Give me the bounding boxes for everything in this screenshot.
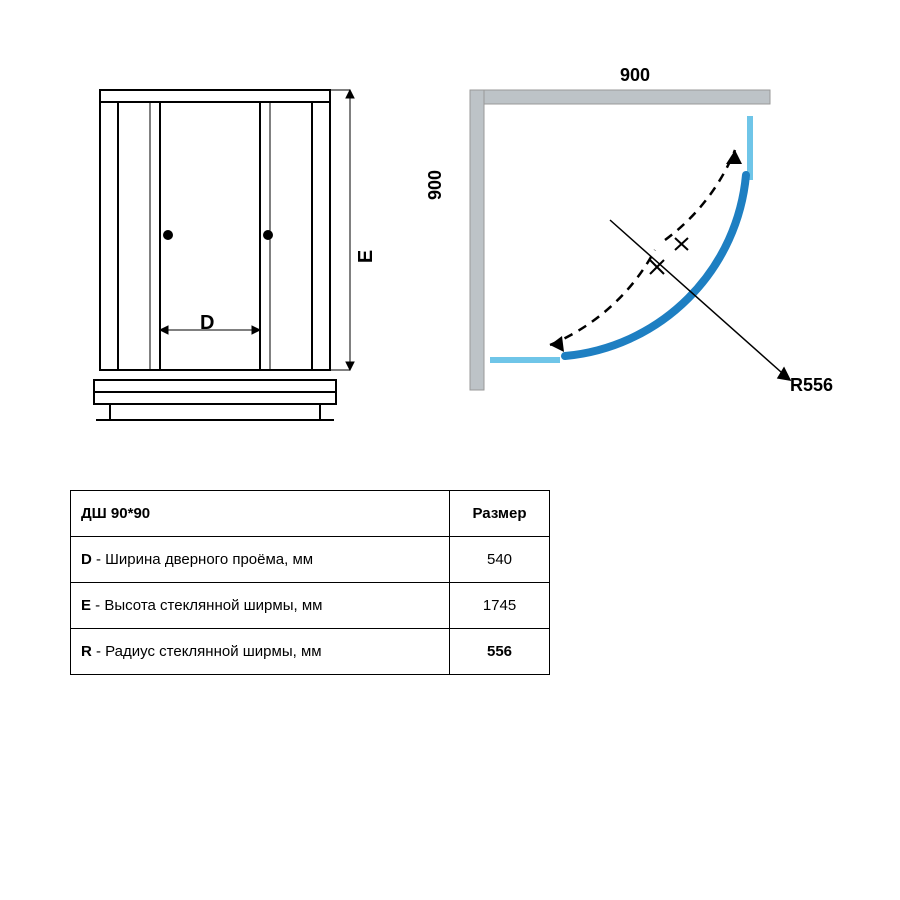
plan-dim-top-label: 900	[560, 65, 710, 86]
elevation-drawing	[90, 80, 390, 440]
plan-radius-label: R556	[790, 375, 833, 396]
elevation-dim-d-label: D	[200, 312, 214, 335]
table-header-value: Размер	[450, 491, 550, 537]
table-row: D - Ширина дверного проёма, мм 540	[71, 537, 550, 583]
table-row-value: 556	[450, 629, 550, 675]
row-prefix: D	[81, 551, 92, 568]
plan-dim-left-label: 900	[425, 170, 446, 200]
elevation-dim-e-label: E	[355, 250, 378, 263]
table-row-value: 1745	[450, 583, 550, 629]
table-row-value: 540	[450, 537, 550, 583]
table-row-label: R - Радиус стеклянной ширмы, мм	[71, 629, 450, 675]
row-prefix: E	[81, 597, 91, 614]
row-text: - Высота стеклянной ширмы, мм	[91, 597, 322, 614]
row-prefix: R	[81, 643, 92, 660]
table-row: E - Высота стеклянной ширмы, мм 1745	[71, 583, 550, 629]
table-header-row: ДШ 90*90 Размер	[71, 491, 550, 537]
spec-table-wrap: ДШ 90*90 Размер D - Ширина дверного проё…	[70, 490, 550, 675]
diagram-root: D E	[0, 0, 900, 900]
row-text: - Радиус стеклянной ширмы, мм	[92, 643, 322, 660]
plan-drawing	[450, 60, 840, 450]
table-row-label: D - Ширина дверного проёма, мм	[71, 537, 450, 583]
table-title: ДШ 90*90	[71, 491, 450, 537]
table-row: R - Радиус стеклянной ширмы, мм 556	[71, 629, 550, 675]
row-text: - Ширина дверного проёма, мм	[92, 551, 313, 568]
spec-table: ДШ 90*90 Размер D - Ширина дверного проё…	[70, 490, 550, 675]
table-row-label: E - Высота стеклянной ширмы, мм	[71, 583, 450, 629]
